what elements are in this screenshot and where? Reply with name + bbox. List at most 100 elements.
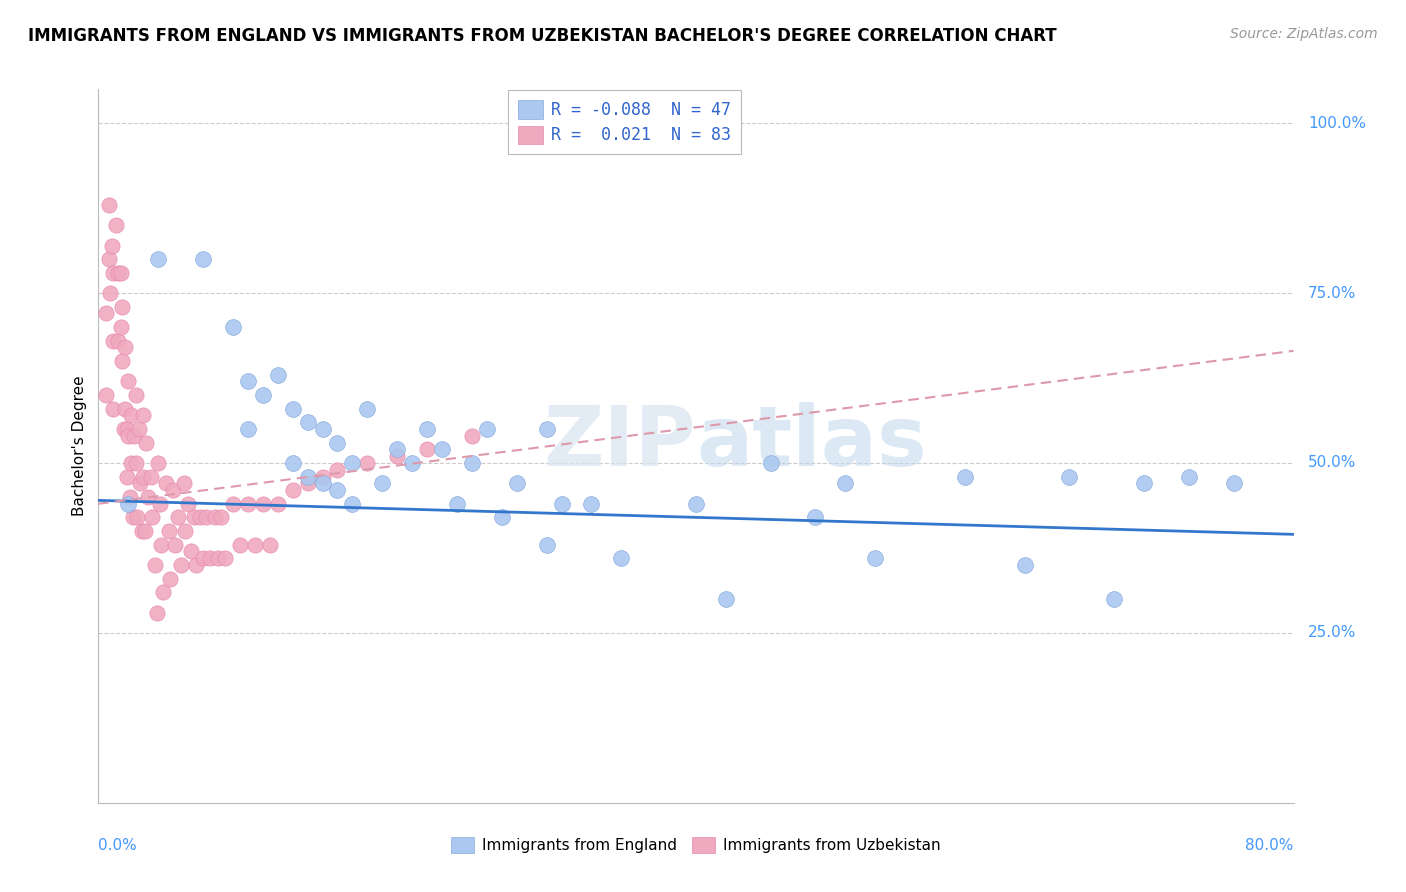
Point: [475, 422, 498, 436]
Point: [177, 497, 200, 511]
Point: [245, 537, 267, 551]
Point: [759, 456, 782, 470]
Y-axis label: Bachelor's Degree: Bachelor's Degree: [72, 376, 87, 516]
Point: [117, 375, 139, 389]
Point: [141, 510, 163, 524]
Point: [416, 422, 439, 436]
Text: 50.0%: 50.0%: [1308, 456, 1357, 470]
Point: [259, 537, 281, 551]
Point: [152, 585, 174, 599]
Point: [173, 476, 195, 491]
Point: [111, 300, 134, 314]
Point: [236, 375, 259, 389]
Point: [326, 435, 349, 450]
Point: [342, 497, 364, 511]
Point: [159, 572, 181, 586]
Point: [112, 422, 135, 436]
Point: [101, 238, 124, 252]
Point: [491, 510, 513, 524]
Point: [166, 510, 188, 524]
Point: [118, 490, 141, 504]
Point: [117, 497, 139, 511]
Point: [107, 334, 129, 348]
Point: [115, 422, 138, 436]
Point: [506, 476, 529, 491]
Point: [132, 469, 155, 483]
Point: [183, 510, 205, 524]
Point: [1133, 476, 1156, 491]
Point: [163, 537, 186, 551]
Point: [209, 510, 232, 524]
Point: [128, 422, 150, 436]
Point: [610, 551, 633, 566]
Point: [281, 483, 304, 498]
Point: [714, 591, 737, 606]
Point: [581, 497, 603, 511]
Point: [105, 218, 128, 232]
Point: [1223, 476, 1246, 491]
Point: [184, 558, 207, 572]
Point: [1014, 558, 1036, 572]
Point: [94, 388, 117, 402]
Point: [953, 469, 976, 483]
Point: [385, 449, 409, 463]
Text: 0.0%: 0.0%: [98, 838, 138, 854]
Point: [252, 388, 274, 402]
Point: [356, 401, 378, 416]
Text: IMMIGRANTS FROM ENGLAND VS IMMIGRANTS FROM UZBEKISTAN BACHELOR'S DEGREE CORRELAT: IMMIGRANTS FROM ENGLAND VS IMMIGRANTS FR…: [28, 27, 1057, 45]
Point: [97, 198, 120, 212]
Point: [222, 497, 245, 511]
Point: [461, 429, 484, 443]
Point: [207, 551, 229, 566]
Point: [125, 388, 148, 402]
Point: [1178, 469, 1201, 483]
Point: [252, 497, 274, 511]
Point: [685, 497, 707, 511]
Point: [129, 476, 152, 491]
Point: [311, 422, 333, 436]
Point: [297, 476, 319, 491]
Legend: Immigrants from England, Immigrants from Uzbekistan: Immigrants from England, Immigrants from…: [446, 831, 946, 859]
Text: atlas: atlas: [696, 402, 927, 483]
Text: 100.0%: 100.0%: [1308, 116, 1365, 131]
Point: [385, 442, 409, 457]
Point: [110, 320, 132, 334]
Point: [326, 463, 349, 477]
Point: [416, 442, 439, 457]
Point: [536, 422, 558, 436]
Point: [297, 415, 319, 429]
Point: [461, 456, 484, 470]
Text: ZIP: ZIP: [544, 402, 696, 483]
Point: [236, 497, 259, 511]
Point: [311, 469, 333, 483]
Point: [281, 401, 304, 416]
Point: [267, 368, 290, 382]
Point: [1104, 591, 1126, 606]
Point: [804, 510, 827, 524]
Point: [150, 537, 173, 551]
Point: [134, 524, 156, 538]
Point: [834, 476, 856, 491]
Point: [124, 429, 146, 443]
Point: [550, 497, 572, 511]
Point: [135, 435, 157, 450]
Point: [98, 286, 122, 301]
Point: [191, 551, 214, 566]
Point: [214, 551, 236, 566]
Point: [222, 320, 245, 334]
Point: [446, 497, 468, 511]
Point: [204, 510, 226, 524]
Point: [114, 341, 136, 355]
Point: [356, 456, 378, 470]
Point: [97, 252, 120, 266]
Point: [281, 456, 304, 470]
Point: [120, 409, 142, 423]
Point: [149, 497, 172, 511]
Point: [125, 456, 148, 470]
Point: [148, 252, 170, 266]
Text: 80.0%: 80.0%: [1246, 838, 1294, 854]
Point: [121, 510, 143, 524]
Point: [267, 497, 290, 511]
Point: [194, 510, 218, 524]
Point: [114, 401, 136, 416]
